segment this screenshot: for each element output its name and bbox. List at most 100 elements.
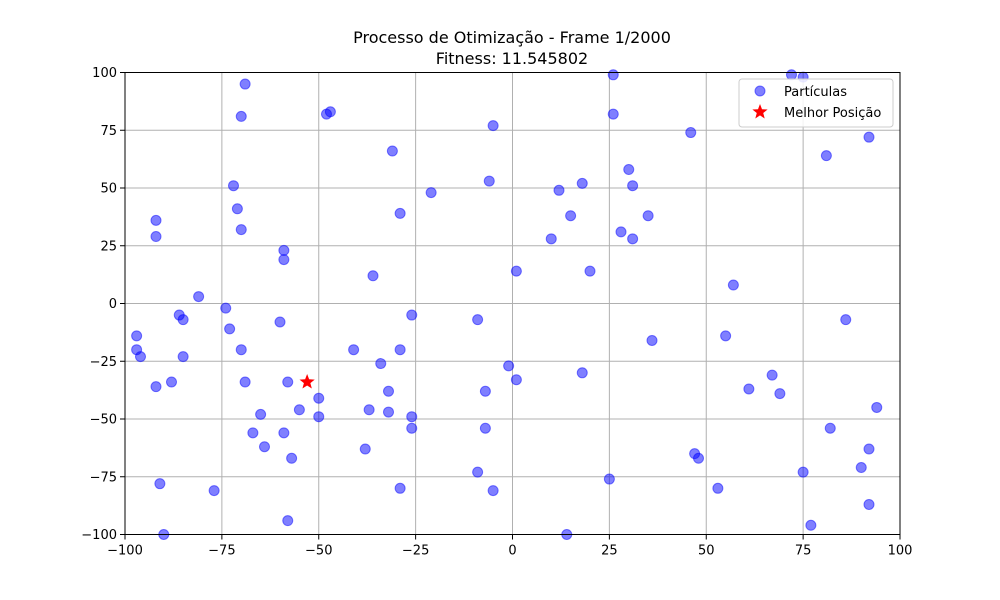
- particle-point: [131, 330, 143, 342]
- x-tick-label: −75: [208, 544, 235, 559]
- particle-point: [693, 452, 704, 464]
- x-tick-label: −100: [107, 544, 143, 559]
- particle-point: [863, 131, 875, 143]
- particle-point: [406, 309, 418, 321]
- x-tick-label: 0: [508, 544, 516, 559]
- grid-lines: [125, 72, 900, 535]
- particle-point: [863, 498, 875, 510]
- particle-point: [235, 224, 247, 236]
- particle-point: [712, 482, 724, 494]
- particle-point: [255, 408, 267, 420]
- particle-point: [545, 233, 557, 245]
- particle-point: [394, 207, 406, 219]
- best-position-star: [299, 374, 315, 389]
- particle-point: [871, 401, 883, 413]
- particle-point: [483, 175, 495, 187]
- particle-point: [313, 392, 325, 404]
- particle-point: [824, 422, 836, 434]
- particle-point: [576, 177, 588, 189]
- particle-point: [479, 385, 491, 397]
- particle-point: [363, 404, 375, 416]
- y-tick-label: 75: [100, 124, 117, 139]
- particle-point: [282, 515, 294, 527]
- particle-point: [274, 316, 286, 328]
- particle-point: [685, 127, 697, 139]
- particle-point: [510, 265, 522, 277]
- particle-point: [727, 279, 739, 291]
- particle-point: [394, 482, 406, 494]
- y-tick-label: −75: [90, 470, 117, 485]
- particle-point: [406, 422, 418, 434]
- particle-point: [286, 452, 298, 464]
- particle-point: [220, 302, 232, 314]
- scatter-points: [131, 69, 883, 540]
- particle-point: [820, 150, 832, 162]
- particle-point: [720, 330, 732, 342]
- particle-point: [348, 344, 360, 356]
- particle-point: [479, 422, 491, 434]
- chart-subtitle: Fitness: 11.545802: [436, 49, 588, 68]
- y-tick-label: 100: [92, 66, 117, 81]
- y-tick-label: 50: [100, 182, 117, 197]
- particle-point: [472, 466, 484, 478]
- particle-point: [553, 184, 565, 196]
- particle-point: [766, 369, 778, 381]
- particle-point: [607, 108, 619, 120]
- particle-point: [224, 323, 236, 335]
- particle-point: [797, 466, 809, 478]
- particle-point: [150, 214, 162, 226]
- particle-point: [487, 120, 499, 132]
- particle-point: [855, 462, 867, 474]
- x-tick-label: 50: [698, 544, 715, 559]
- x-tick-label: 25: [601, 544, 618, 559]
- x-tick-label: 100: [888, 544, 913, 559]
- legend-label-particulas: Partículas: [784, 85, 847, 100]
- legend-label-melhor-posicao: Melhor Posição: [784, 106, 881, 121]
- particle-point: [324, 106, 336, 118]
- particle-point: [239, 78, 251, 90]
- particle-point: [177, 314, 189, 326]
- legend-marker-particulas: [754, 85, 766, 97]
- particle-point: [394, 344, 406, 356]
- particle-point: [786, 69, 797, 81]
- particle-point: [193, 291, 205, 303]
- particle-point: [208, 485, 220, 497]
- particle-point: [154, 478, 166, 490]
- x-axis: −100 −75 −50 −25 0 25 50 75 100: [107, 534, 913, 559]
- particle-point: [235, 110, 247, 122]
- particle-point: [278, 244, 290, 256]
- particle-point: [863, 443, 875, 455]
- chart-title: Processo de Otimização - Frame 1/2000: [353, 28, 671, 47]
- y-tick-label: −25: [90, 355, 117, 370]
- particle-point: [615, 226, 627, 238]
- particle-point: [565, 210, 577, 222]
- particle-point: [278, 254, 290, 266]
- particle-point: [383, 406, 394, 418]
- particle-point: [259, 441, 270, 453]
- particle-point: [510, 374, 522, 386]
- particle-point: [627, 233, 639, 245]
- particle-point: [623, 164, 635, 176]
- particle-point: [150, 231, 162, 243]
- y-tick-label: −100: [81, 528, 117, 543]
- x-tick-label: −25: [402, 544, 429, 559]
- particle-point: [607, 69, 619, 81]
- particle-point: [627, 180, 639, 192]
- particle-point: [383, 385, 394, 397]
- particle-point: [239, 376, 251, 388]
- y-axis: 100 75 50 25 0 −25 −50 −75 −100: [81, 66, 125, 543]
- particle-point: [584, 265, 596, 277]
- particle-point: [743, 383, 755, 395]
- particle-point: [247, 427, 259, 439]
- particle-point: [235, 344, 247, 356]
- particle-point: [135, 351, 146, 363]
- particle-point: [228, 180, 239, 192]
- particle-point: [406, 411, 418, 423]
- particle-point: [359, 443, 371, 455]
- particle-point: [840, 314, 852, 326]
- particle-point: [503, 360, 515, 372]
- particle-point: [646, 334, 658, 346]
- legend-box: [738, 78, 894, 128]
- particle-point: [386, 145, 398, 157]
